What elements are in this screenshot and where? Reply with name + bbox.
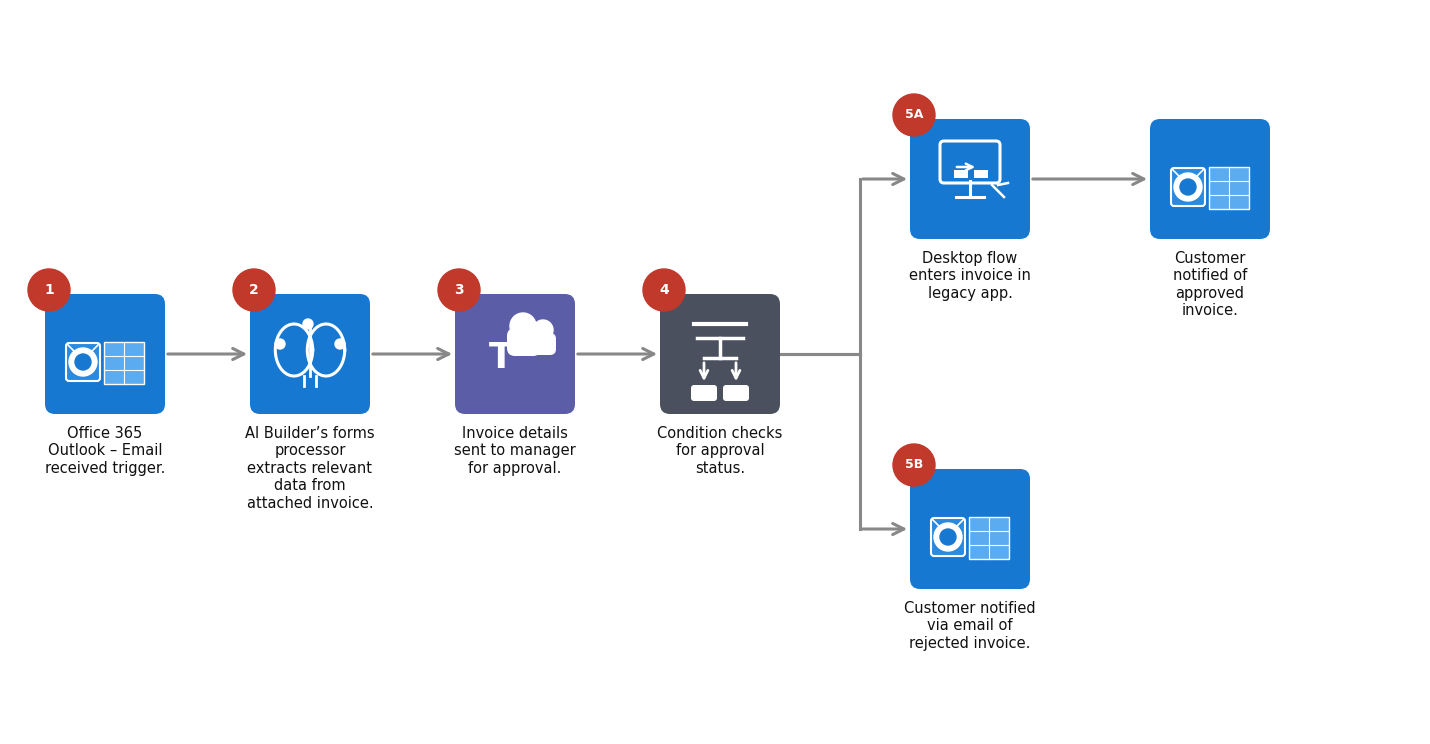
Text: 5B: 5B (905, 458, 924, 472)
Text: Desktop flow
enters invoice in
legacy app.: Desktop flow enters invoice in legacy ap… (909, 251, 1031, 301)
Circle shape (892, 94, 935, 136)
Text: Office 365
Outlook – Email
received trigger.: Office 365 Outlook – Email received trig… (44, 426, 166, 476)
Circle shape (74, 354, 92, 370)
Text: 5A: 5A (905, 109, 924, 121)
Text: 1: 1 (44, 283, 54, 297)
Circle shape (511, 313, 536, 339)
FancyBboxPatch shape (691, 385, 716, 401)
FancyBboxPatch shape (931, 518, 965, 556)
Text: 2: 2 (249, 283, 259, 297)
FancyBboxPatch shape (44, 294, 164, 414)
FancyBboxPatch shape (531, 333, 556, 355)
Circle shape (233, 269, 275, 311)
Text: AI Builder’s forms
processor
extracts relevant
data from
attached invoice.: AI Builder’s forms processor extracts re… (245, 426, 375, 510)
FancyBboxPatch shape (724, 385, 749, 401)
Text: Condition checks
for approval
status.: Condition checks for approval status. (658, 426, 782, 476)
Text: 4: 4 (659, 283, 669, 297)
FancyBboxPatch shape (974, 170, 988, 178)
FancyBboxPatch shape (508, 328, 541, 356)
Circle shape (438, 269, 480, 311)
Circle shape (644, 269, 685, 311)
FancyBboxPatch shape (1171, 168, 1205, 206)
Circle shape (1180, 179, 1195, 195)
Circle shape (1174, 173, 1203, 201)
FancyBboxPatch shape (909, 469, 1030, 589)
FancyBboxPatch shape (1150, 119, 1270, 239)
Circle shape (892, 444, 935, 486)
Text: 3: 3 (455, 283, 463, 297)
Text: T: T (489, 341, 513, 375)
Text: Invoice details
sent to manager
for approval.: Invoice details sent to manager for appr… (455, 426, 576, 476)
FancyBboxPatch shape (661, 294, 779, 414)
Circle shape (533, 320, 553, 340)
Circle shape (934, 523, 962, 551)
FancyBboxPatch shape (954, 170, 968, 178)
FancyBboxPatch shape (66, 343, 100, 381)
Circle shape (29, 269, 70, 311)
FancyBboxPatch shape (970, 517, 1010, 559)
FancyBboxPatch shape (1208, 167, 1248, 209)
Circle shape (940, 529, 957, 545)
FancyBboxPatch shape (250, 294, 370, 414)
Circle shape (275, 339, 285, 349)
Text: Customer notified
via email of
rejected invoice.: Customer notified via email of rejected … (904, 601, 1035, 651)
Circle shape (69, 348, 97, 376)
FancyBboxPatch shape (455, 294, 575, 414)
FancyBboxPatch shape (104, 342, 144, 384)
FancyBboxPatch shape (909, 119, 1030, 239)
Circle shape (335, 339, 345, 349)
Text: Customer
notified of
approved
invoice.: Customer notified of approved invoice. (1173, 251, 1247, 318)
Circle shape (303, 319, 313, 329)
